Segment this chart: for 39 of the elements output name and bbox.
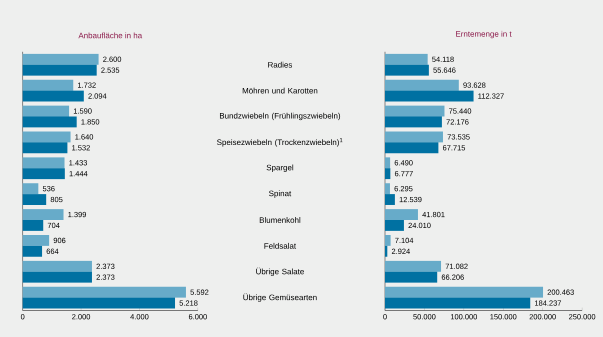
bar bbox=[385, 54, 428, 64]
bar bbox=[385, 168, 390, 179]
bar bbox=[385, 90, 474, 102]
bar bbox=[22, 260, 92, 272]
bar bbox=[22, 194, 46, 205]
bar bbox=[22, 131, 71, 142]
bar bbox=[22, 234, 50, 246]
bar bbox=[385, 194, 395, 205]
bar bbox=[22, 90, 84, 102]
bar bbox=[385, 260, 442, 272]
bar bbox=[385, 220, 404, 231]
bar bbox=[385, 286, 544, 298]
bar bbox=[22, 64, 97, 76]
bar bbox=[385, 79, 459, 90]
bar bbox=[385, 116, 442, 128]
bar bbox=[22, 183, 38, 194]
bar bbox=[385, 208, 418, 220]
bar bbox=[22, 246, 42, 257]
bar bbox=[385, 131, 443, 142]
bar bbox=[385, 272, 438, 282]
bar bbox=[385, 183, 390, 194]
bar bbox=[385, 234, 391, 246]
bar bbox=[385, 157, 390, 168]
bar bbox=[22, 157, 65, 168]
bar bbox=[22, 168, 65, 179]
bar bbox=[22, 286, 186, 298]
bar bbox=[22, 220, 44, 231]
bar bbox=[385, 64, 429, 76]
bar bbox=[385, 105, 444, 116]
bar bbox=[22, 79, 74, 90]
bar bbox=[22, 54, 99, 64]
bar bbox=[22, 208, 64, 220]
bar bbox=[22, 297, 176, 308]
bar bbox=[22, 272, 92, 282]
bar bbox=[385, 297, 530, 308]
bar bbox=[22, 142, 68, 153]
bar bbox=[385, 142, 438, 153]
bar bbox=[22, 105, 70, 116]
bar bbox=[22, 116, 77, 128]
